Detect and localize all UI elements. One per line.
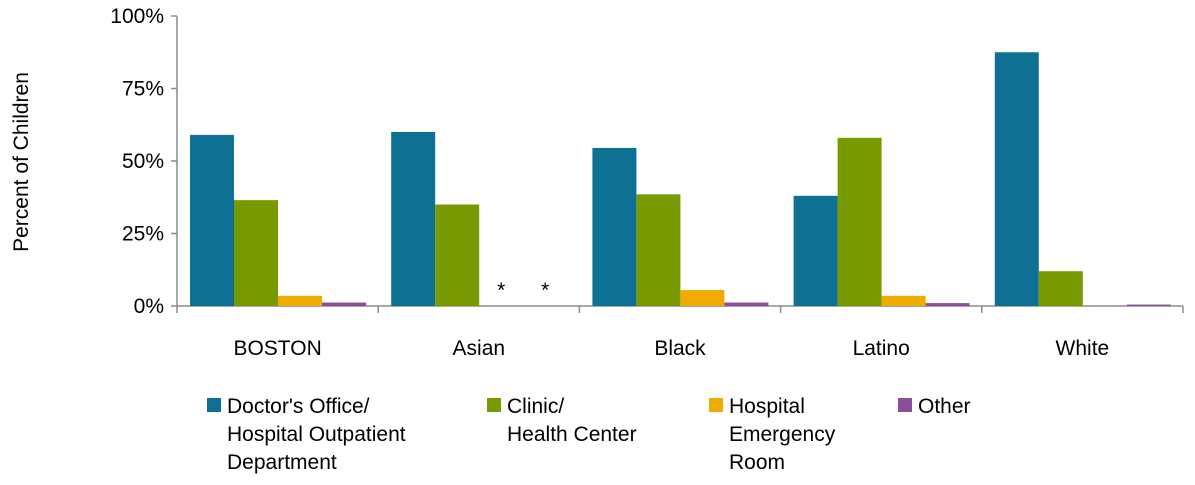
- x-tick-label-white: White: [1056, 337, 1110, 360]
- bar-boston-series-4: [322, 302, 366, 306]
- bar-boston-series-2: [234, 200, 278, 306]
- bar-asian-series-2: [435, 204, 480, 306]
- bars: [190, 52, 1171, 306]
- legend-label-series-2: Health Center: [507, 423, 637, 446]
- y-tick-label: 75%: [122, 78, 164, 101]
- legend: Doctor's Office/Hospital Outpatient Depar…: [207, 395, 971, 474]
- x-tick-label-latino: Latino: [853, 337, 910, 360]
- bar-boston-series-1: [190, 134, 234, 306]
- legend-swatch-series-3: [709, 398, 723, 412]
- bar-black-series-3: [680, 290, 725, 306]
- legend-swatch-series-2: [487, 398, 501, 412]
- legend-label-series-3: Room: [729, 451, 785, 474]
- bar-white-series-2: [1038, 271, 1083, 306]
- legend-label-series-4: Other: [918, 395, 971, 418]
- legend-label-series-1: Department: [227, 451, 337, 474]
- x-axis: BOSTON Asian Black Latino White: [176, 305, 1184, 360]
- legend-label-series-3: Emergency: [729, 423, 836, 446]
- bar-black-series-4: [724, 302, 769, 306]
- x-tick-label-asian: Asian: [453, 337, 506, 360]
- bar-latino-series-4: [925, 303, 970, 306]
- x-tick-label-black: Black: [654, 337, 706, 360]
- y-tick-label: 100%: [110, 5, 164, 28]
- bar-black-series-2: [636, 194, 681, 306]
- bar-black-series-1: [592, 147, 637, 306]
- y-tick-label: 25%: [122, 223, 164, 246]
- bar-asian-series-1: [391, 132, 436, 306]
- y-axis: 0% 25% 50% 75% 100%: [110, 5, 178, 318]
- bar-latino-series-3: [881, 295, 926, 306]
- bar-white-series-1: [994, 52, 1039, 306]
- legend-label-series-2: Clinic/: [507, 395, 564, 418]
- y-axis-label: Percent of Children: [10, 72, 33, 252]
- legend-swatch-series-1: [207, 398, 221, 412]
- y-tick-label: 0%: [134, 295, 164, 318]
- y-tick-label: 50%: [122, 150, 164, 173]
- bar-boston-series-3: [278, 295, 322, 306]
- bar-latino-series-2: [837, 137, 882, 306]
- legend-label-series-1: Doctor's Office/: [227, 395, 370, 418]
- bar-white-series-4: [1126, 304, 1171, 306]
- legend-swatch-series-4: [898, 398, 912, 412]
- x-tick-label-boston: BOSTON: [233, 337, 321, 360]
- annotation-asterisk: *: [497, 279, 505, 302]
- legend-label-series-1: Hospital Outpatient: [227, 423, 406, 446]
- annotations: * *: [497, 279, 549, 302]
- annotation-asterisk: *: [541, 279, 549, 302]
- legend-label-series-3: Hospital: [729, 395, 805, 418]
- bar-latino-series-1: [793, 195, 838, 306]
